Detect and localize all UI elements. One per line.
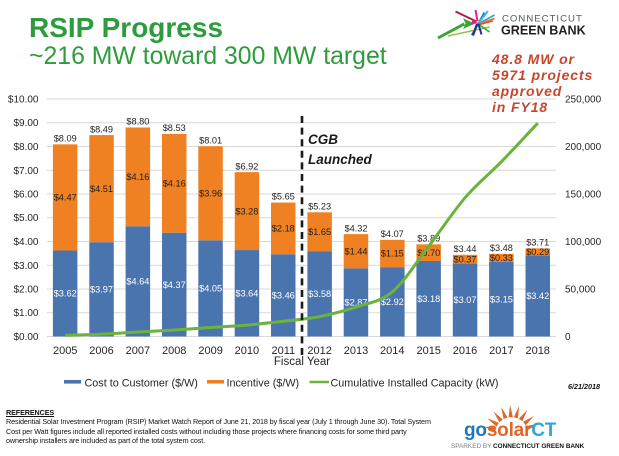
- svg-text:$3.89: $3.89: [417, 234, 440, 244]
- svg-text:$3.71: $3.71: [526, 238, 549, 248]
- svg-text:2008: 2008: [162, 345, 186, 357]
- svg-text:$9.00: $9.00: [13, 118, 38, 129]
- svg-text:$6.00: $6.00: [13, 190, 38, 201]
- svg-text:$8.80: $8.80: [126, 117, 149, 127]
- svg-text:$8.01: $8.01: [199, 136, 222, 146]
- svg-text:Incentive ($/W): Incentive ($/W): [227, 377, 300, 389]
- svg-text:$3.15: $3.15: [490, 294, 513, 304]
- svg-text:2015: 2015: [416, 345, 440, 357]
- svg-text:$4.37: $4.37: [163, 280, 186, 290]
- svg-text:2006: 2006: [89, 345, 113, 357]
- svg-text:2007: 2007: [126, 345, 150, 357]
- svg-text:$1.15: $1.15: [381, 249, 404, 259]
- svg-text:$0.00: $0.00: [13, 332, 38, 343]
- svg-text:2014: 2014: [380, 345, 404, 357]
- svg-text:$6.92: $6.92: [235, 161, 258, 171]
- svg-text:$4.16: $4.16: [126, 172, 149, 182]
- svg-text:$4.00: $4.00: [13, 237, 38, 248]
- svg-text:$8.53: $8.53: [163, 123, 186, 133]
- svg-text:$5.00: $5.00: [13, 213, 38, 224]
- svg-text:2012: 2012: [307, 345, 331, 357]
- svg-text:250,000: 250,000: [565, 95, 602, 106]
- svg-text:GREEN BANK: GREEN BANK: [501, 24, 586, 38]
- svg-text:$0.70: $0.70: [417, 248, 440, 258]
- svg-text:2005: 2005: [53, 345, 77, 357]
- svg-text:$4.64: $4.64: [126, 277, 149, 287]
- svg-text:$3.97: $3.97: [90, 285, 113, 295]
- svg-text:$1.44: $1.44: [345, 246, 368, 256]
- svg-text:$0.29: $0.29: [526, 247, 549, 257]
- svg-text:CONNECTICUT: CONNECTICUT: [502, 14, 583, 25]
- svg-text:$1.65: $1.65: [308, 227, 331, 237]
- svg-text:$3.44: $3.44: [454, 244, 477, 254]
- svg-text:$3.96: $3.96: [199, 189, 222, 199]
- svg-text:200,000: 200,000: [565, 142, 602, 153]
- svg-text:2016: 2016: [453, 345, 477, 357]
- svg-text:$4.07: $4.07: [381, 229, 404, 239]
- svg-text:$1.00: $1.00: [13, 308, 38, 319]
- svg-text:$3.64: $3.64: [235, 289, 258, 299]
- svg-text:$3.42: $3.42: [526, 291, 549, 301]
- svg-text:$2.00: $2.00: [13, 285, 38, 296]
- svg-text:$3.18: $3.18: [417, 294, 440, 304]
- svg-text:2017: 2017: [489, 345, 513, 357]
- svg-text:Cost to Customer ($/W): Cost to Customer ($/W): [85, 377, 198, 389]
- svg-text:$3.28: $3.28: [235, 206, 258, 216]
- svg-text:$5.65: $5.65: [272, 192, 295, 202]
- svg-text:$3.07: $3.07: [454, 295, 477, 305]
- svg-text:$8.00: $8.00: [13, 142, 38, 153]
- svg-text:100,000: 100,000: [565, 237, 602, 248]
- svg-text:Fiscal Year: Fiscal Year: [274, 356, 330, 368]
- svg-text:$2.18: $2.18: [272, 224, 295, 234]
- svg-text:Cumulative Installed Capacity: Cumulative Installed Capacity (kW): [331, 377, 499, 389]
- svg-text:2009: 2009: [198, 345, 222, 357]
- svg-text:$3.00: $3.00: [13, 261, 38, 272]
- svg-text:$0.37: $0.37: [454, 254, 477, 264]
- svg-text:$10.00: $10.00: [8, 95, 39, 106]
- svg-text:$0.33: $0.33: [490, 253, 513, 263]
- svg-text:$8.09: $8.09: [54, 134, 77, 144]
- svg-text:$3.46: $3.46: [272, 291, 295, 301]
- svg-text:2013: 2013: [344, 345, 368, 357]
- svg-text:$4.32: $4.32: [345, 223, 368, 233]
- svg-text:$3.62: $3.62: [54, 289, 77, 299]
- svg-text:$4.47: $4.47: [54, 193, 77, 203]
- svg-text:0: 0: [565, 332, 571, 343]
- svg-text:$8.49: $8.49: [90, 124, 113, 134]
- svg-text:$4.05: $4.05: [199, 284, 222, 294]
- svg-text:50,000: 50,000: [565, 285, 596, 296]
- svg-text:2010: 2010: [235, 345, 259, 357]
- svg-text:$2.92: $2.92: [381, 297, 404, 307]
- svg-text:$5.23: $5.23: [308, 202, 331, 212]
- svg-text:$3.48: $3.48: [490, 243, 513, 253]
- svg-text:$4.16: $4.16: [163, 179, 186, 189]
- svg-text:150,000: 150,000: [565, 190, 602, 201]
- svg-text:gosolarCT: gosolarCT: [464, 420, 557, 441]
- svg-text:$4.51: $4.51: [90, 184, 113, 194]
- svg-text:$7.00: $7.00: [13, 166, 38, 177]
- svg-text:2011: 2011: [271, 345, 295, 357]
- svg-text:2018: 2018: [525, 345, 549, 357]
- svg-text:$3.58: $3.58: [308, 289, 331, 299]
- svg-text:$2.87: $2.87: [345, 298, 368, 308]
